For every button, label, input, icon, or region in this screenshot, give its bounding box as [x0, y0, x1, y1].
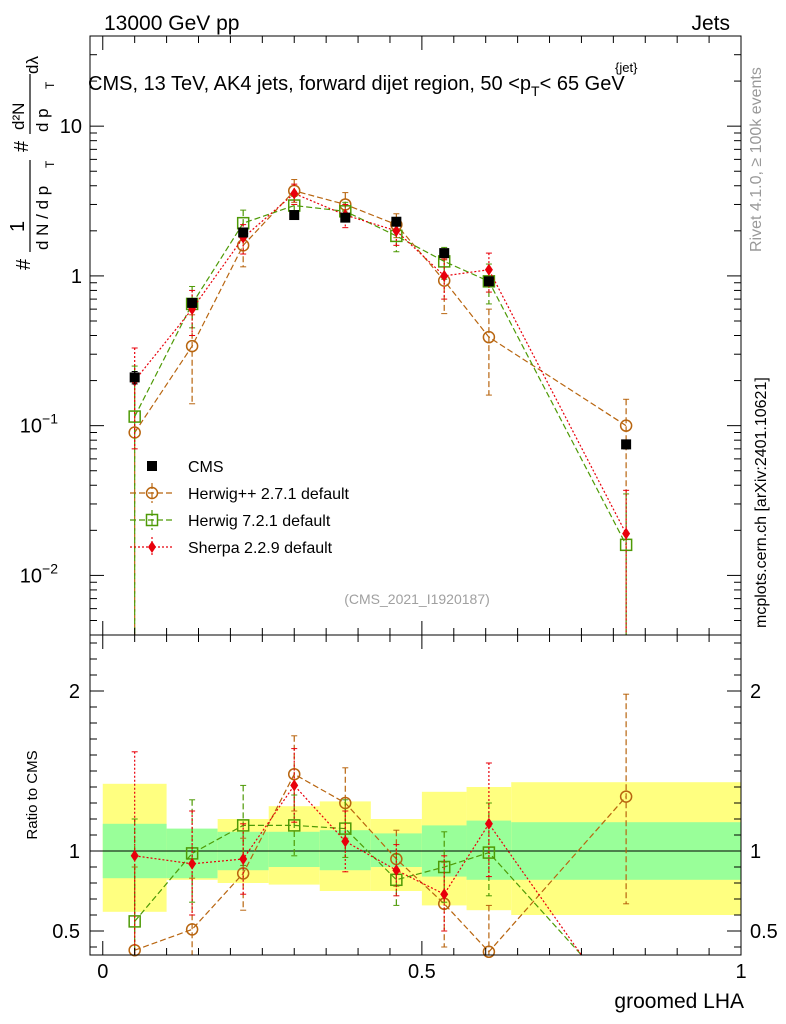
data-point — [287, 819, 301, 832]
data-point — [290, 779, 299, 792]
y-tick-label: 1 — [71, 266, 82, 288]
title-sub: T — [531, 83, 540, 99]
data-point — [185, 923, 199, 936]
data-point — [440, 269, 449, 282]
ylabel-rhs-num: d²N — [9, 103, 28, 130]
data-point — [619, 419, 633, 432]
data-point — [482, 945, 496, 959]
data-point — [621, 439, 632, 450]
ylabel-den: d N / d p — [33, 186, 52, 250]
rivet-text: Rivet 4.1.0, ≥ 100k events — [748, 67, 765, 252]
legend-label: Herwig 7.2.1 default — [188, 513, 331, 530]
series-line — [134, 824, 582, 956]
legend-marker — [148, 541, 156, 553]
main-ylabel: # 1 d N / d p T # d²N d p T dλ — [7, 56, 57, 270]
main-series — [128, 179, 633, 636]
data-point — [622, 527, 631, 540]
y-tick-exp: −2 — [42, 560, 58, 576]
legend-marker — [147, 461, 157, 471]
y-tick-base: 10 — [20, 416, 42, 438]
ratio-y-label: 1 — [69, 841, 80, 863]
ratio-ylabel: Ratio to CMS — [24, 750, 41, 839]
y-tick-label: 10−2 — [20, 560, 58, 587]
data-point — [188, 857, 197, 870]
ylabel-rhs-T: T — [43, 81, 57, 89]
data-point — [236, 819, 250, 832]
y-tick-label: 10−1 — [20, 411, 58, 438]
ylabel-one: 1 — [7, 221, 29, 232]
data-point — [187, 297, 198, 308]
data-point — [290, 187, 299, 200]
x-tick-label: 0 — [97, 961, 108, 983]
ylabel-hash: # — [13, 258, 35, 270]
data-point — [439, 248, 450, 259]
data-point — [130, 849, 139, 862]
data-point — [129, 372, 140, 383]
header-left: 13000 GeV pp — [104, 12, 239, 35]
ratio-y-label-right: 0.5 — [750, 921, 778, 943]
ratio-series — [128, 693, 633, 959]
ylabel-lambda: dλ — [23, 56, 42, 74]
legend-label: Sherpa 2.2.9 default — [188, 540, 333, 557]
legend-marker — [145, 513, 159, 527]
data-point — [185, 339, 199, 353]
data-point — [392, 864, 401, 877]
legend-label: Herwig++ 2.7.1 default — [188, 486, 350, 503]
ratio-y-label-right: 1 — [750, 841, 761, 863]
series-0 — [128, 179, 633, 636]
data-point — [128, 410, 141, 423]
data-point — [619, 790, 633, 803]
data-point — [340, 212, 351, 223]
series-3 — [129, 210, 632, 450]
ratio-ticks: 0.5 0.51 12 20 0.5 1 — [52, 635, 778, 983]
header-right: Jets — [691, 12, 730, 35]
data-point — [482, 330, 496, 344]
x-tick-label: 0.5 — [408, 961, 436, 983]
watermark: (CMS_2021_I1920187) — [344, 591, 490, 607]
data-point — [484, 263, 493, 276]
data-point — [289, 210, 300, 221]
series-line — [134, 192, 627, 534]
data-point — [392, 224, 401, 237]
ratio-y-label: 2 — [69, 681, 80, 703]
main-title: CMS, 13 TeV, AK4 jets, forward dijet reg… — [88, 73, 625, 99]
title-tail: < 65 GeV — [540, 73, 626, 95]
xlabel: groomed LHA — [614, 990, 744, 1013]
y-tick-exp: −1 — [42, 411, 58, 427]
legend: CMS Herwig++ 2.7.1 default Herwig 7.2.1 de… — [130, 459, 350, 557]
legend-label: CMS — [188, 459, 224, 476]
data-point — [484, 817, 493, 830]
data-point — [339, 796, 352, 810]
series-line — [134, 190, 627, 433]
ratio-frame — [89, 634, 742, 956]
legend-marker — [145, 486, 159, 500]
series-2 — [130, 748, 585, 956]
data-point — [341, 835, 350, 848]
data-point — [483, 276, 494, 287]
title-main: CMS, 13 TeV, AK4 jets, forward dijet reg… — [88, 73, 531, 95]
title-sup: {jet} — [615, 60, 638, 75]
y-tick-base: 10 — [20, 565, 42, 587]
y-tick-label: 10 — [60, 116, 82, 138]
data-point — [391, 216, 402, 227]
data-point — [440, 888, 449, 901]
ratio-y-label: 0.5 — [52, 921, 80, 943]
ylabel-T: T — [43, 160, 57, 168]
mcplots-text: mcplots.cern.ch [arXiv:2401.10621] — [753, 377, 770, 628]
ylabel-rhs-den: d p — [33, 108, 52, 132]
ratio-y-label-right: 2 — [750, 681, 761, 703]
ylabel-rhs-hash: # — [11, 140, 33, 152]
data-point — [239, 853, 248, 865]
data-point — [238, 227, 249, 238]
series-1 — [128, 195, 633, 636]
x-tick-label: 1 — [735, 961, 746, 983]
